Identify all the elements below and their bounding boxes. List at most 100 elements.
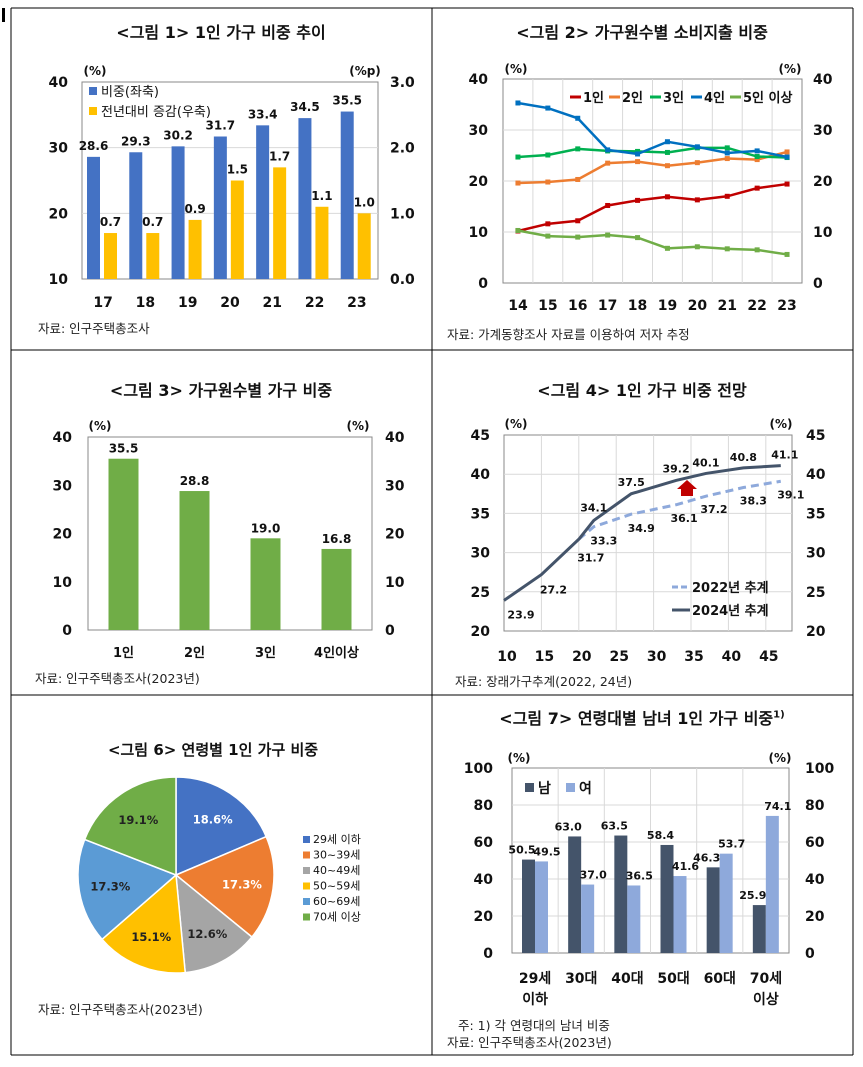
chart2-x-tick-label: 22 — [747, 298, 766, 314]
data-point — [754, 247, 760, 253]
data-point — [605, 232, 611, 238]
pie-slice — [175, 776, 268, 877]
data-point — [545, 152, 551, 158]
change-bar — [315, 206, 329, 279]
chart2-y2-tick-label: 20 — [813, 174, 833, 190]
chart7-title-wrap: <그림 7> 연령대별 남녀 1인 가구 비중1) — [499, 705, 784, 729]
chart1-x-tick-label: 18 — [136, 295, 155, 311]
point-value-label: 39.1 — [777, 488, 804, 501]
chart7-title: <그림 7> 연령대별 남녀 1인 가구 비중 — [499, 709, 774, 728]
chart7-y2-tick-label: 60 — [805, 835, 825, 851]
legend-label: 여 — [579, 780, 592, 797]
change-value-label: 0.7 — [142, 215, 163, 229]
chart7-x-tick-label: 이하 — [522, 991, 548, 1008]
pie-slice-label: 12.6% — [187, 927, 227, 941]
chart1-x-tick-label: 20 — [220, 295, 240, 311]
female-bar — [581, 884, 595, 953]
change-value-label: 1.1 — [311, 189, 332, 203]
data-point — [545, 105, 551, 111]
chart4-y2-tick-label: 30 — [806, 546, 826, 562]
share-value-label: 35.5 — [332, 94, 362, 108]
legend-label: 70세 이상 — [313, 911, 361, 924]
series-line-2 — [517, 150, 788, 185]
chart4-y-tick-label: 35 — [471, 506, 490, 522]
legend-label: 2인 — [622, 90, 643, 106]
chart1-y2-tick-label: 3.0 — [390, 75, 415, 91]
chart7-x-tick-label: 29세 — [519, 971, 551, 987]
chart7-y-tick-label: 80 — [474, 798, 494, 814]
female-bar — [719, 853, 733, 953]
female-bar — [765, 815, 779, 953]
chart2-x-tick-label: 14 — [508, 298, 528, 314]
legend-label: 비중(좌축) — [101, 85, 159, 100]
chart1-x-tick-label: 17 — [93, 295, 112, 311]
chart1-plot-frame — [81, 81, 379, 280]
point-value-label: 41.1 — [771, 449, 798, 462]
data-point — [575, 234, 581, 240]
chart3-y2-tick-label: 30 — [385, 478, 405, 494]
projection-2022-line — [577, 479, 782, 541]
change-value-label: 0.9 — [184, 202, 205, 216]
chart4-plot-frame — [503, 434, 793, 632]
point-value-label: 31.7 — [577, 551, 604, 564]
chart3-y-tick-label: 10 — [53, 575, 73, 591]
pie-slice-label: 17.3% — [222, 877, 262, 891]
share-bar — [129, 152, 143, 279]
chart4-x-tick-label: 45 — [759, 649, 778, 665]
chart4-y-tick-label: 30 — [471, 546, 491, 562]
bar-value-label: 28.8 — [180, 474, 210, 488]
chart7-x-tick-label: 40대 — [611, 971, 643, 987]
pie-slice — [101, 873, 187, 974]
chart2-y-tick-label: 10 — [469, 225, 489, 241]
chart4-source: 자료: 장래가구추계(2022, 24년) — [455, 674, 633, 689]
data-point — [724, 156, 730, 162]
chart1-x-tick-label: 23 — [347, 295, 366, 311]
point-value-label: 40.1 — [692, 456, 719, 469]
change-value-label: 0.7 — [100, 215, 121, 229]
legend-swatch — [303, 836, 310, 843]
share-bar — [298, 118, 312, 279]
change-bar — [273, 167, 287, 279]
bar-value-label: 50.5 — [508, 844, 535, 857]
chart2-x-tick-label: 20 — [688, 298, 708, 314]
chart3-title: <그림 3> 가구원수별 가구 비중 — [109, 381, 333, 400]
legend-label: 5인 이상 — [743, 90, 792, 106]
chart7-title-footnote: 1) — [773, 709, 785, 721]
legend-label: 30~39세 — [313, 849, 360, 862]
legend-label: 29세 이하 — [313, 832, 361, 846]
data-point — [754, 148, 760, 154]
chart4-y-unit: (%) — [505, 417, 528, 431]
chart4-x-tick-label: 20 — [572, 649, 592, 665]
pie-slice-label: 15.1% — [131, 930, 171, 944]
legend-swatch — [89, 107, 97, 115]
chart2-x-tick-label: 15 — [538, 298, 557, 314]
legend-label: 3인 — [663, 90, 684, 106]
chart3-y-tick-label: 30 — [53, 478, 73, 494]
pie-slice-label: 19.1% — [118, 813, 158, 827]
data-point — [515, 154, 521, 160]
chart4-y2-tick-label: 45 — [806, 428, 825, 444]
projection-2024-line — [503, 464, 781, 602]
share-bar — [213, 136, 227, 279]
data-point — [605, 202, 611, 208]
bar-value-label: 36.5 — [626, 869, 653, 882]
data-point — [784, 154, 790, 160]
pie-slice-label: 18.6% — [193, 812, 233, 826]
data-point — [545, 221, 551, 227]
chart3-y-unit: (%) — [89, 419, 112, 433]
legend-swatch — [303, 913, 310, 921]
chart3-x-tick-label: 3인 — [255, 645, 276, 661]
chart3-x-tick-label: 1인 — [113, 645, 134, 661]
legend-label: 1인 — [583, 90, 604, 106]
bar-value-label: 58.4 — [647, 829, 674, 842]
bar-value-label: 63.5 — [601, 820, 628, 833]
change-bar — [188, 219, 202, 279]
change-value-label: 1.0 — [354, 195, 375, 209]
legend-swatch — [525, 783, 534, 792]
household-share-bar — [321, 548, 352, 630]
data-point — [515, 227, 521, 233]
series-line-5 — [517, 229, 788, 256]
data-point — [724, 193, 730, 199]
legend-label: 남 — [538, 780, 551, 797]
change-value-label: 1.7 — [269, 149, 290, 163]
